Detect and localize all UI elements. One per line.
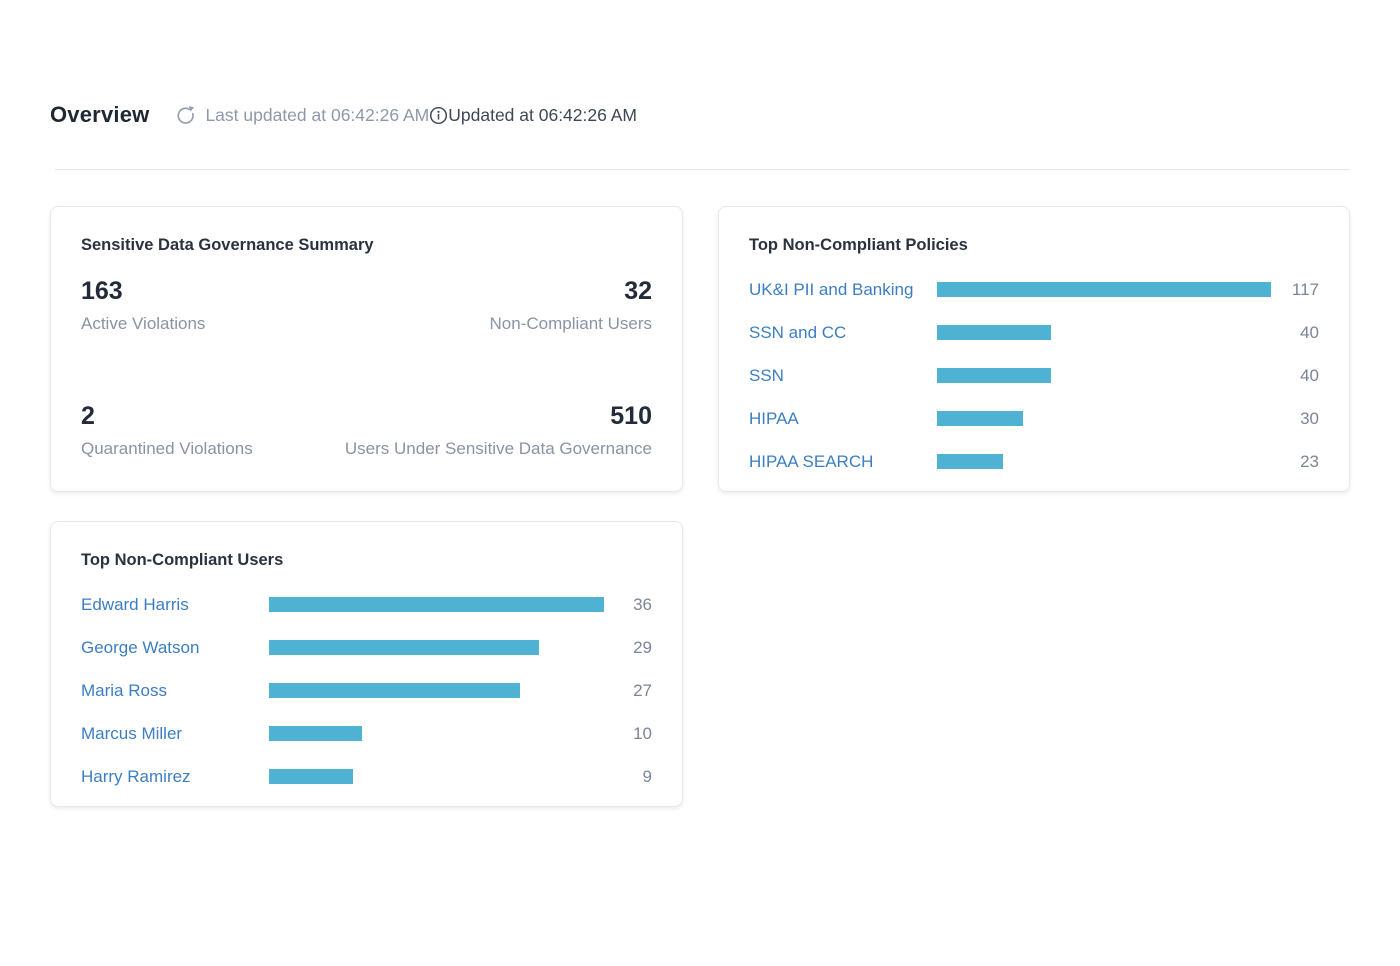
stat-row: 163 Active Violations 32 Non-Compliant U… (81, 276, 652, 335)
updated-tooltip-text: Updated at 06:42:26 AM (448, 104, 637, 125)
bar-value: 30 (1300, 408, 1319, 428)
stat-value: 510 (610, 402, 652, 430)
bar-value: 117 (1291, 279, 1319, 299)
bar-value: 40 (1300, 365, 1319, 385)
summary-card-title: Sensitive Data Governance Summary (81, 236, 374, 254)
bar[interactable] (269, 640, 539, 655)
last-updated-text: Last updated at 06:42:26 AM (205, 104, 430, 125)
bar-track (937, 282, 1271, 297)
stat-label: Users Under Sensitive Data Governance (344, 439, 652, 458)
chart-row: Edward Harris 36 (81, 583, 652, 626)
policy-link[interactable]: SSN (749, 365, 784, 385)
users-chart: Edward Harris 36 George Watson 29 Maria … (81, 583, 652, 798)
page-title: Overview (50, 102, 150, 127)
chart-row: HIPAA SEARCH 23 (749, 440, 1319, 483)
header-divider (55, 169, 1350, 170)
bar[interactable] (269, 769, 353, 784)
bar-track (269, 769, 604, 784)
bar-track (937, 454, 1271, 469)
bar[interactable] (937, 325, 1052, 340)
user-link[interactable]: Harry Ramirez (81, 766, 191, 786)
policy-link[interactable]: HIPAA SEARCH (749, 451, 874, 471)
users-card-title: Top Non-Compliant Users (81, 551, 284, 569)
chart-row: UK&I PII and Banking 117 (749, 268, 1319, 311)
bar-track (269, 726, 604, 741)
bar-track (269, 683, 604, 698)
bar[interactable] (269, 683, 521, 698)
bar-value: 9 (642, 766, 652, 786)
user-link[interactable]: Marcus Miller (81, 723, 183, 743)
stat-value: 2 (81, 402, 95, 430)
bar[interactable] (937, 411, 1023, 426)
bar-value: 29 (633, 637, 652, 657)
user-link[interactable]: Maria Ross (81, 680, 167, 700)
page-header: Overview Last updated at 06:42:26 AM Upd… (50, 100, 1350, 130)
stat-users-under-governance: 510 Users Under Sensitive Data Governanc… (345, 401, 652, 460)
bar-value: 40 (1300, 322, 1319, 342)
chart-row: Harry Ramirez 9 (81, 755, 652, 798)
bar[interactable] (269, 726, 363, 741)
users-card: Top Non-Compliant Users Edward Harris 36… (50, 521, 683, 807)
user-link[interactable]: George Watson (81, 637, 200, 657)
chart-row: Maria Ross 27 (81, 669, 652, 712)
bar[interactable] (269, 597, 604, 612)
stat-quarantined-violations: 2 Quarantined Violations (81, 401, 253, 460)
chart-row: SSN 40 (749, 354, 1319, 397)
bar[interactable] (937, 454, 1003, 469)
bar-track (269, 640, 604, 655)
refresh-icon (177, 105, 195, 124)
bar-track (937, 368, 1271, 383)
bar-track (269, 597, 604, 612)
chart-row: George Watson 29 (81, 626, 652, 669)
dashboard-grid: Sensitive Data Governance Summary 163 Ac… (50, 206, 1350, 807)
chart-row: Marcus Miller 10 (81, 712, 652, 755)
policies-chart: UK&I PII and Banking 117 SSN and CC 40 S… (749, 268, 1319, 483)
user-link[interactable]: Edward Harris (81, 594, 189, 614)
info-icon (430, 106, 448, 124)
bar-value: 23 (1300, 451, 1319, 471)
bar-value: 10 (633, 723, 652, 743)
bar-track (937, 325, 1271, 340)
stat-active-violations: 163 Active Violations (81, 276, 205, 335)
bar[interactable] (937, 282, 1271, 297)
chart-row: HIPAA 30 (749, 397, 1319, 440)
policies-card-title: Top Non-Compliant Policies (749, 236, 968, 254)
info-button[interactable] (429, 106, 448, 125)
bar-value: 36 (633, 594, 652, 614)
policies-card: Top Non-Compliant Policies UK&I PII and … (718, 206, 1350, 492)
refresh-button[interactable] (175, 105, 196, 126)
policy-link[interactable]: SSN and CC (749, 322, 847, 342)
bar-track (937, 411, 1271, 426)
policy-link[interactable]: UK&I PII and Banking (749, 279, 914, 299)
bar-value: 27 (633, 680, 652, 700)
summary-card: Sensitive Data Governance Summary 163 Ac… (50, 206, 683, 492)
stat-value: 32 (624, 277, 652, 305)
chart-row: SSN and CC 40 (749, 311, 1319, 354)
stat-non-compliant-users: 32 Non-Compliant Users (490, 276, 653, 335)
stat-label: Non-Compliant Users (489, 314, 653, 333)
bar[interactable] (937, 368, 1052, 383)
policy-link[interactable]: HIPAA (749, 408, 799, 428)
stat-label: Active Violations (81, 314, 206, 333)
stat-value: 163 (81, 277, 123, 305)
stat-row: 2 Quarantined Violations 510 Users Under… (81, 401, 652, 460)
stat-label: Quarantined Violations (81, 439, 253, 458)
